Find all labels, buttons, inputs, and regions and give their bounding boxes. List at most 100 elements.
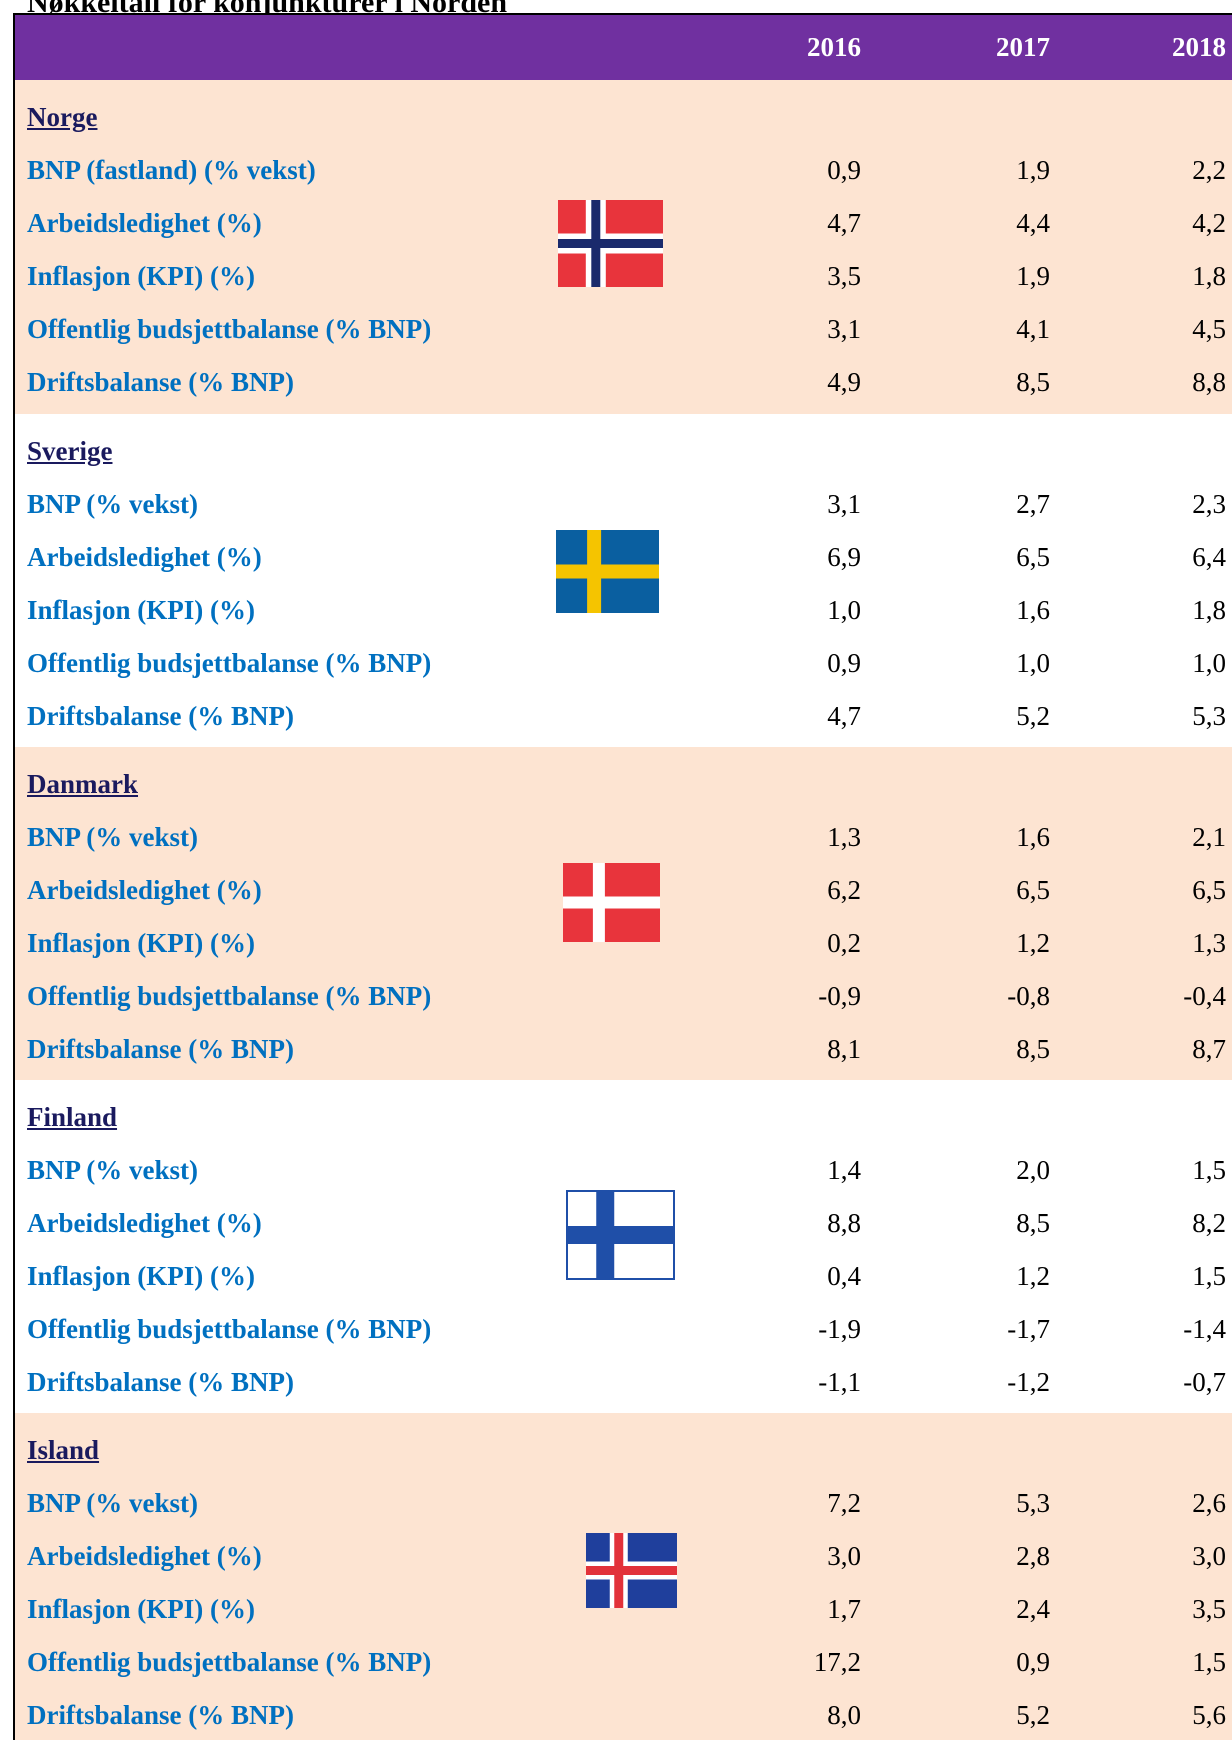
value: -0,4 [1183, 981, 1226, 1011]
country-name: Sverige [27, 436, 113, 466]
value: 1,9 [1016, 261, 1050, 291]
value: 6,9 [827, 542, 861, 572]
row-label: Arbeidsledighet (%) [27, 1208, 262, 1238]
row-label: Driftsbalanse (% BNP) [27, 701, 294, 731]
flag [566, 1190, 675, 1280]
row-label: Driftsbalanse (% BNP) [27, 1700, 294, 1730]
value: 2,2 [1192, 155, 1226, 185]
value: -0,8 [1007, 981, 1050, 1011]
value: 5,3 [1192, 701, 1226, 731]
value: 1,0 [1016, 648, 1050, 678]
value: 8,5 [1016, 367, 1050, 397]
value: 5,3 [1016, 1488, 1050, 1518]
row-label: Inflasjon (KPI) (%) [27, 928, 255, 958]
value: -0,9 [818, 981, 861, 1011]
row-label: Arbeidsledighet (%) [27, 542, 262, 572]
value: 4,1 [1016, 314, 1050, 344]
value: 1,7 [827, 1594, 861, 1624]
row-label: Offentlig budsjettbalanse (% BNP) [27, 314, 432, 344]
value: 8,5 [1016, 1034, 1050, 1064]
value: 4,7 [827, 208, 861, 238]
value: 2,4 [1016, 1594, 1050, 1624]
value: 3,5 [827, 261, 861, 291]
row-label: Arbeidsledighet (%) [27, 875, 262, 905]
table [13, 13, 1232, 1740]
value: 8,7 [1192, 1034, 1226, 1064]
flag [586, 1533, 677, 1608]
flag-part [556, 564, 659, 579]
row-label: BNP (fastland) (% vekst) [27, 155, 316, 185]
value: 4,2 [1192, 208, 1226, 238]
row-label: BNP (% vekst) [27, 1488, 198, 1518]
value: 5,2 [1016, 1700, 1050, 1730]
value: 6,4 [1192, 542, 1226, 572]
country-name: Finland [27, 1102, 118, 1132]
flag-part [566, 1226, 675, 1244]
value: 1,3 [827, 822, 861, 852]
value: 1,6 [1016, 595, 1050, 625]
flag-part [563, 896, 660, 909]
year-header: 2018 [1172, 32, 1226, 62]
row-label: Offentlig budsjettbalanse (% BNP) [27, 1314, 432, 1344]
flag [556, 530, 659, 613]
year-header: 2016 [807, 32, 861, 62]
row-label: BNP (% vekst) [27, 822, 198, 852]
value: 3,1 [827, 314, 861, 344]
row-label: Inflasjon (KPI) (%) [27, 1261, 255, 1291]
value: 6,5 [1016, 542, 1050, 572]
row-label: BNP (% vekst) [27, 489, 198, 519]
country-name: Island [27, 1435, 100, 1465]
value: 6,2 [827, 875, 861, 905]
value: -1,1 [818, 1367, 861, 1397]
row-label: Inflasjon (KPI) (%) [27, 595, 255, 625]
value: 1,5 [1192, 1155, 1226, 1185]
value: 2,0 [1016, 1155, 1050, 1185]
value: 0,2 [827, 928, 861, 958]
value: 0,9 [827, 155, 861, 185]
flag-part [586, 1566, 677, 1575]
value: 1,5 [1192, 1647, 1226, 1677]
value: 1,0 [827, 595, 861, 625]
value: -1,2 [1007, 1367, 1050, 1397]
value: 3,1 [827, 489, 861, 519]
value: 2,1 [1192, 822, 1226, 852]
value: 1,8 [1192, 261, 1226, 291]
row-label: Inflasjon (KPI) (%) [27, 1594, 255, 1624]
value: 1,6 [1016, 822, 1050, 852]
value: 5,2 [1016, 701, 1050, 731]
row-label: Inflasjon (KPI) (%) [27, 261, 255, 291]
value: 1,0 [1192, 648, 1226, 678]
row-label: Driftsbalanse (% BNP) [27, 1034, 294, 1064]
value: 1,4 [827, 1155, 861, 1185]
country-name: Norge [27, 102, 98, 132]
value: 5,6 [1192, 1700, 1226, 1730]
header-row [15, 15, 1232, 80]
value: 4,9 [827, 367, 861, 397]
value: 6,5 [1192, 875, 1226, 905]
value: 8,8 [1192, 367, 1226, 397]
value: 4,5 [1192, 314, 1226, 344]
value: 8,8 [827, 1208, 861, 1238]
value: 0,9 [827, 648, 861, 678]
value: 8,0 [827, 1700, 861, 1730]
value: 1,5 [1192, 1261, 1226, 1291]
value: 4,4 [1016, 208, 1050, 238]
row-label: Driftsbalanse (% BNP) [27, 1367, 294, 1397]
value: 0,9 [1016, 1647, 1050, 1677]
value: 1,3 [1192, 928, 1226, 958]
value: 4,7 [827, 701, 861, 731]
value: 2,3 [1192, 489, 1226, 519]
row-label: BNP (% vekst) [27, 1155, 198, 1185]
value: 3,5 [1192, 1594, 1226, 1624]
value: -1,9 [818, 1314, 861, 1344]
value: 2,7 [1016, 489, 1050, 519]
flag [558, 200, 663, 287]
row-label: Arbeidsledighet (%) [27, 1541, 262, 1571]
row-label: Offentlig budsjettbalanse (% BNP) [27, 981, 432, 1011]
flag-part [558, 239, 663, 248]
row-label: Offentlig budsjettbalanse (% BNP) [27, 648, 432, 678]
value: 1,2 [1016, 928, 1050, 958]
value: 3,0 [1192, 1541, 1226, 1571]
value: 2,6 [1192, 1488, 1226, 1518]
